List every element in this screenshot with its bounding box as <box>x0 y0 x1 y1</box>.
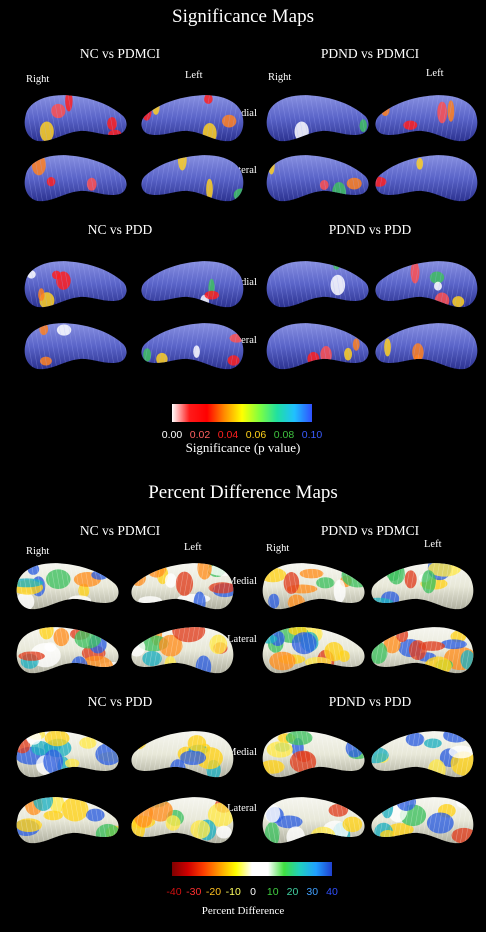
pct-colorbar-tick-5: 10 <box>266 886 279 898</box>
pct-medial-label-2: Medial <box>227 747 257 758</box>
sig-surface-0-lateral-right-0 <box>24 155 127 202</box>
sig-comparison-pdnd-pdd: PDND vs PDD <box>328 222 412 237</box>
sig-colorbar-tick-1: 0.02 <box>189 429 211 441</box>
sig-surface-0-lateral-left-1 <box>141 155 244 202</box>
sig-left-label-2: Left <box>426 68 444 79</box>
sig-lateral-label-1: Lateral <box>227 165 257 176</box>
sig-colorbar-tick-5: 0.10 <box>301 429 323 441</box>
pct-colorbar-label: Percent Difference <box>201 905 285 917</box>
pct-lateral-label-1: Lateral <box>227 634 257 645</box>
pct-colorbar <box>172 862 332 876</box>
pct-right-label-2: Right <box>266 543 290 554</box>
sig-right-label: Right <box>26 74 50 85</box>
pct-colorbar-tick-7: 30 <box>306 886 319 898</box>
pct-colorbar-tick-6: 20 <box>286 886 299 898</box>
pct-comparison-nc-pdmci: NC vs PDMCI <box>79 523 161 538</box>
pct-surface-3-lateral-right-0 <box>16 797 119 844</box>
sig-colorbar-tick-3: 0.06 <box>245 429 267 441</box>
pct-surface-2-lateral-right-0 <box>16 627 119 674</box>
sig-surface-0-medial-right-0 <box>24 95 127 142</box>
sig-surface-1-medial-left-1 <box>141 261 244 308</box>
sig-surface-1-medial-right-2 <box>266 261 369 308</box>
pct-colorbar-tick-2: -20 <box>205 886 222 898</box>
pct-comparison-pdnd-pdd: PDND vs PDD <box>328 694 412 709</box>
pct-surface-2-lateral-left-3 <box>371 627 474 674</box>
pct-colorbar-tick-3: -10 <box>225 886 241 898</box>
pct-surface-2-lateral-left-1 <box>131 627 234 674</box>
sig-colorbar-label: Significance (p value) <box>185 440 301 455</box>
pct-colorbar-tick-1: -30 <box>186 886 202 898</box>
pct-colorbar-tick-4: 0 <box>250 886 256 898</box>
sig-surface-0-lateral-left-3 <box>375 155 478 202</box>
sig-surface-0-medial-left-1 <box>141 95 244 142</box>
pct-colorbar-tick-8: 40 <box>326 886 338 898</box>
pct-left-label-2: Left <box>424 539 442 550</box>
pct-surface-3-lateral-left-3 <box>371 797 474 844</box>
pct-right-label: Right <box>26 546 50 557</box>
pct-surface-3-medial-left-1 <box>131 731 234 778</box>
percent-title: Percent Difference Maps <box>148 482 338 503</box>
pct-surface-2-medial-right-0 <box>16 563 119 610</box>
sig-surface-1-lateral-left-3 <box>375 323 478 370</box>
pct-surface-2-medial-left-3 <box>371 563 474 610</box>
sig-surface-1-medial-left-3 <box>375 261 478 308</box>
sig-surface-0-lateral-right-2 <box>266 155 369 202</box>
pct-comparison-pdnd-pdmci: PDND vs PDMCI <box>320 523 420 538</box>
pct-surface-3-medial-right-0 <box>16 731 119 778</box>
pct-left-label: Left <box>184 542 202 553</box>
pct-surface-3-medial-right-2 <box>262 731 365 778</box>
sig-medial-label-1: Medial <box>227 108 257 119</box>
pct-surface-3-medial-left-3 <box>371 731 474 778</box>
pct-medial-label-1: Medial <box>227 576 257 587</box>
sig-colorbar <box>172 404 312 422</box>
sig-surface-1-medial-right-0 <box>24 261 127 308</box>
pct-colorbar-tick-0: -40 <box>166 886 182 898</box>
sig-left-label: Left <box>185 70 203 81</box>
pct-surface-2-medial-right-2 <box>262 563 365 610</box>
sig-lateral-label-2: Lateral <box>227 335 257 346</box>
sig-surface-0-medial-left-3 <box>375 95 478 142</box>
sig-surface-0-medial-right-2 <box>266 95 369 142</box>
significance-title: Significance Maps <box>172 6 314 27</box>
sig-colorbar-tick-2: 0.04 <box>217 429 239 441</box>
sig-surface-1-lateral-left-1 <box>141 323 244 370</box>
pct-comparison-nc-pdd: NC vs PDD <box>87 694 153 709</box>
pct-surface-2-medial-left-1 <box>131 563 234 610</box>
sig-comparison-nc-pdd: NC vs PDD <box>87 222 153 237</box>
sig-colorbar-tick-0: 0.00 <box>161 429 183 441</box>
pct-lateral-label-2: Lateral <box>227 803 257 814</box>
pct-surface-3-lateral-right-2 <box>262 797 365 844</box>
sig-comparison-pdnd-pdmci: PDND vs PDMCI <box>320 46 420 61</box>
sig-surface-1-lateral-right-2 <box>266 323 369 370</box>
sig-right-label-2: Right <box>268 72 292 83</box>
pct-surface-2-lateral-right-2 <box>262 627 365 674</box>
sig-comparison-nc-pdmci: NC vs PDMCI <box>79 46 161 61</box>
sig-colorbar-tick-4: 0.08 <box>273 429 295 441</box>
sig-surface-1-lateral-right-0 <box>24 323 127 370</box>
pct-surface-3-lateral-left-1 <box>131 797 234 844</box>
